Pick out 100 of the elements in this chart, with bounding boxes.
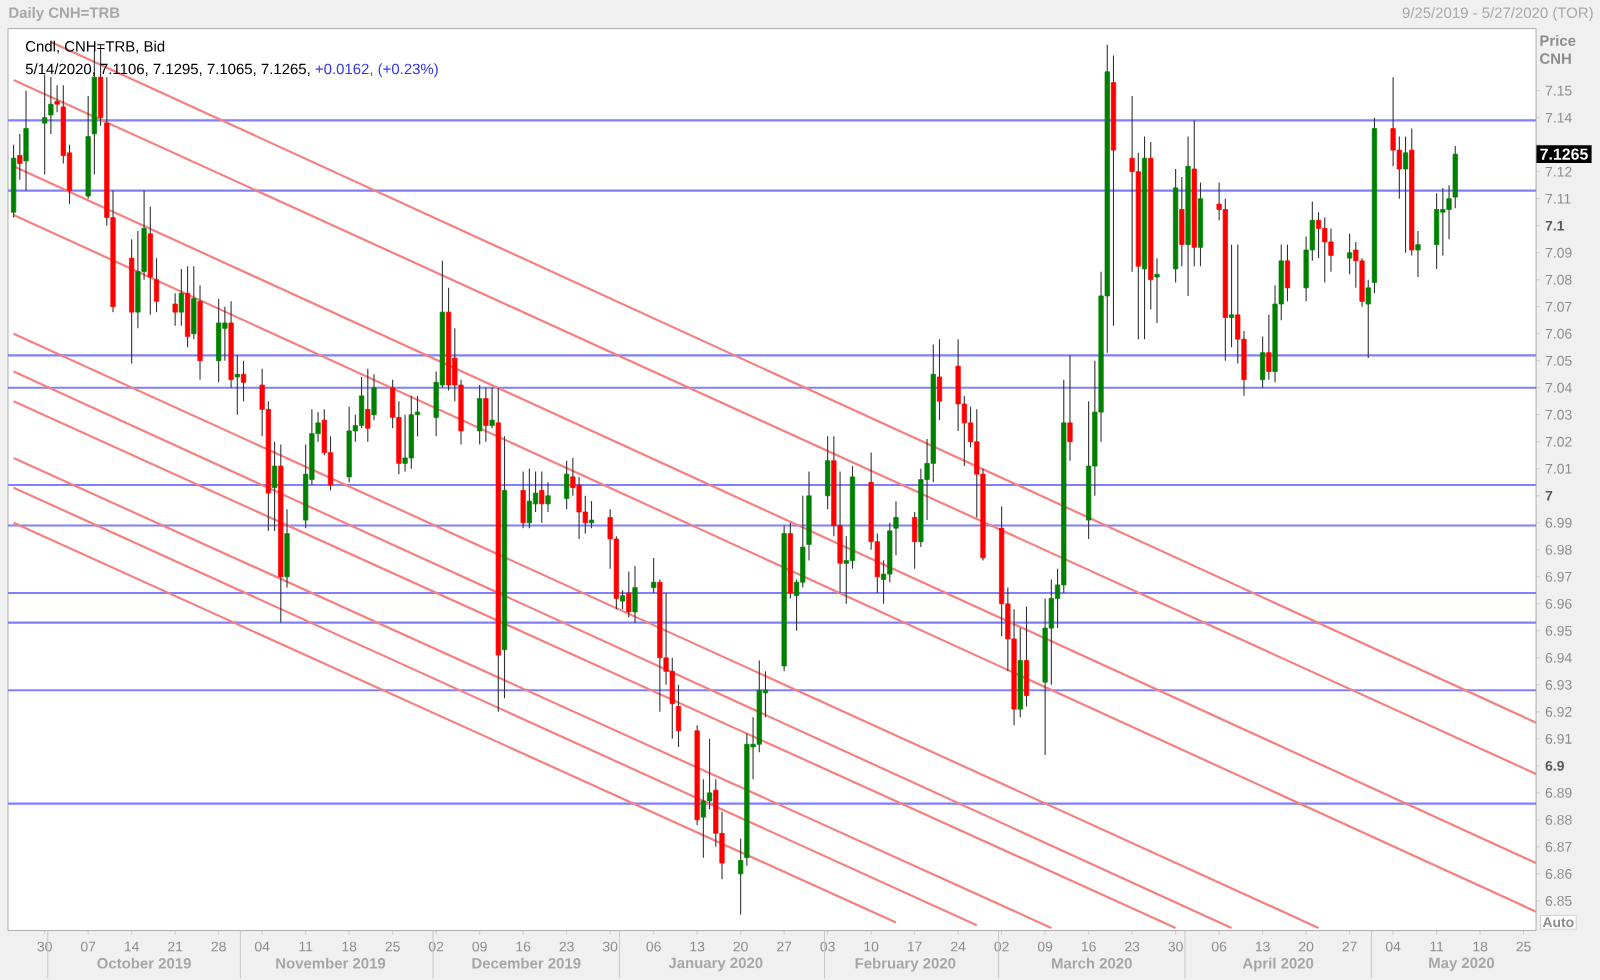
text: May 2020 bbox=[1429, 957, 1495, 972]
candlestick bbox=[539, 470, 545, 524]
candlestick bbox=[17, 133, 23, 181]
x-tick-label: 13 bbox=[690, 941, 705, 952]
candlestick bbox=[893, 500, 899, 556]
y-tick-label: 6.85 bbox=[1545, 895, 1572, 906]
candlestick bbox=[545, 481, 551, 513]
text: December 2019 bbox=[472, 957, 581, 969]
y-tick-label: 6.88 bbox=[1545, 814, 1572, 825]
candlestick bbox=[1415, 230, 1421, 278]
y-tick-label: 7.05 bbox=[1545, 355, 1572, 366]
y-tick-label: 7.15 bbox=[1545, 85, 1572, 96]
y-axis-title: Price CNH bbox=[1540, 34, 1576, 64]
y-tick-label: 7.08 bbox=[1545, 274, 1572, 285]
x-tick-label: 02 bbox=[994, 941, 1009, 952]
candlestick bbox=[1347, 233, 1353, 275]
x-tick-label: 25 bbox=[1516, 941, 1531, 952]
y-tick-label: 6.98 bbox=[1545, 544, 1572, 555]
candlestick bbox=[365, 368, 371, 443]
y-tick-label: 7.01 bbox=[1545, 463, 1572, 474]
y-tick-label: 7.12 bbox=[1545, 166, 1572, 177]
y-tick-label: 6.96 bbox=[1545, 598, 1572, 609]
y-tick-label: 7.04 bbox=[1545, 382, 1572, 393]
y-tick-label: 6.89 bbox=[1545, 787, 1572, 798]
x-tick-label: 02 bbox=[428, 941, 444, 952]
candlestick bbox=[172, 292, 178, 327]
x-tick-label: 30 bbox=[1168, 941, 1183, 952]
y-tick-label: 7.09 bbox=[1545, 247, 1572, 258]
candlestick bbox=[1228, 244, 1235, 348]
candlestick bbox=[626, 570, 632, 618]
y-tick-label: 7.02 bbox=[1545, 436, 1572, 447]
candlestick bbox=[1154, 257, 1160, 324]
candlestick bbox=[489, 387, 495, 429]
y-tick-label: 6.93 bbox=[1545, 679, 1572, 690]
x-tick-label: 17 bbox=[907, 941, 922, 952]
candlestick bbox=[240, 360, 247, 402]
text: March 2020 bbox=[1052, 957, 1132, 969]
text: April 2020 bbox=[1242, 957, 1314, 972]
text: February 2020 bbox=[855, 957, 956, 972]
x-tick-label: 06 bbox=[646, 941, 661, 952]
x-tick-label: 14 bbox=[124, 941, 140, 952]
y-tick-label: 6.91 bbox=[1545, 733, 1572, 744]
candlestick bbox=[1067, 354, 1073, 462]
candlestick bbox=[588, 500, 595, 529]
x-tick-label: 27 bbox=[1342, 941, 1357, 952]
x-tick-label: 28 bbox=[211, 941, 226, 952]
candlestick bbox=[651, 557, 657, 594]
text: Auto bbox=[1542, 917, 1574, 928]
x-tick-label: 10 bbox=[864, 941, 879, 952]
x-tick-label: 07 bbox=[80, 941, 96, 952]
x-tick-label: 30 bbox=[37, 941, 52, 952]
x-tick-label: 06 bbox=[1211, 941, 1227, 952]
y-tick-label: 7 bbox=[1545, 490, 1553, 501]
x-tick-label: 23 bbox=[1125, 941, 1140, 952]
text: November 2019 bbox=[276, 957, 386, 969]
y-tick-label: 6.99 bbox=[1545, 517, 1572, 528]
x-tick-label: 04 bbox=[1385, 941, 1401, 952]
x-tick-label: 09 bbox=[1037, 941, 1053, 952]
y-tick-label: 6.87 bbox=[1545, 841, 1572, 852]
chart-title: Daily CNH=TRB bbox=[9, 7, 120, 21]
y-tick-label: 7.11 bbox=[1545, 193, 1571, 204]
y-tick-label: 6.95 bbox=[1545, 625, 1572, 636]
candlestick bbox=[1365, 279, 1371, 359]
y-tick-label: 7.07 bbox=[1545, 301, 1572, 312]
y-tick-label: 7.03 bbox=[1545, 409, 1572, 420]
x-tick-label: 04 bbox=[254, 941, 270, 952]
y-tick-label: 7.14 bbox=[1545, 112, 1572, 123]
x-tick-label: 11 bbox=[299, 941, 313, 952]
annotation: +0.0162, (+0.23%) bbox=[315, 63, 438, 78]
y-tick-label: 7.06 bbox=[1545, 328, 1572, 339]
x-tick-label: 16 bbox=[1081, 941, 1096, 952]
x-tick-label: 25 bbox=[385, 941, 400, 952]
y-tick-label: 6.94 bbox=[1545, 652, 1572, 663]
x-tick-label: 18 bbox=[1473, 941, 1488, 952]
x-tick-label: 09 bbox=[472, 941, 487, 952]
y-tick-label: 6.92 bbox=[1545, 706, 1572, 717]
text: 7.1265 bbox=[1540, 148, 1588, 160]
x-tick-label: 27 bbox=[777, 941, 792, 952]
text: October 2019 bbox=[97, 957, 191, 969]
candlestick bbox=[54, 84, 60, 113]
candlestick bbox=[738, 838, 744, 915]
y-tick-label: 7.1 bbox=[1545, 220, 1565, 231]
x-tick-label: 13 bbox=[1255, 941, 1270, 952]
x-tick-label: 30 bbox=[602, 941, 618, 952]
candlestick bbox=[153, 257, 160, 313]
y-tick-label: 6.9 bbox=[1545, 760, 1564, 771]
candlestick bbox=[178, 268, 184, 327]
candlestick bbox=[1402, 136, 1409, 254]
chart-subtitle: 9/25/2019 - 5/27/2020 (TOR) bbox=[1402, 7, 1593, 21]
text: January 2020 bbox=[668, 957, 763, 972]
candlestick bbox=[234, 354, 240, 416]
x-tick-label: 18 bbox=[342, 941, 357, 952]
x-tick-label: 20 bbox=[1299, 941, 1314, 952]
y-tick-label: 6.97 bbox=[1545, 571, 1572, 582]
annotation: Cndl, CNH=TRB, Bid bbox=[25, 40, 165, 54]
candlestick bbox=[272, 441, 278, 532]
x-tick-label: 23 bbox=[559, 941, 574, 952]
candlestick bbox=[48, 76, 54, 135]
x-tick-label: 16 bbox=[516, 941, 531, 952]
x-tick-label: 11 bbox=[1430, 941, 1444, 952]
